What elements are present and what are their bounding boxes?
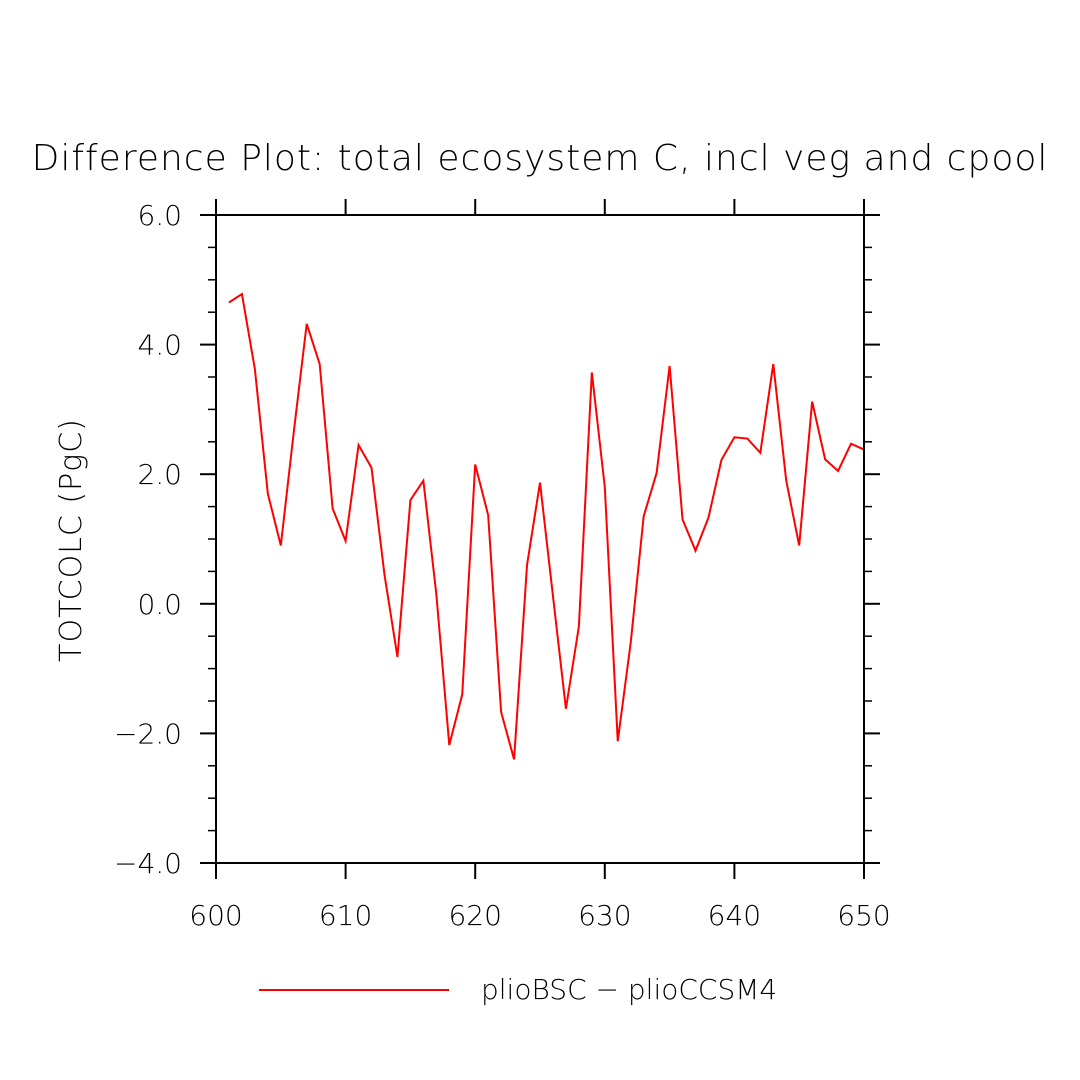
plot-frame [215,214,865,864]
chart-title: Difference Plot: total ecosystem C, incl… [32,138,1049,179]
y-tick-label: −2.0 [114,717,182,750]
x-tick-label: 620 [448,899,501,932]
series-lines [228,292,865,760]
x-tick-label: 610 [319,899,372,932]
y-tick-label: 0.0 [137,588,182,621]
y-tick-label: −4.0 [114,847,182,880]
axis-ticks [200,199,880,879]
y-tick-label: 2.0 [137,458,182,491]
legend-label: plioBSC − plioCCSM4 [481,973,777,1006]
x-tick-label: 650 [837,899,890,932]
x-tick-label: 600 [189,899,242,932]
y-tick-label: 4.0 [137,329,182,362]
x-tick-label: 640 [708,899,761,932]
y-tick-label: 6.0 [137,199,182,232]
series-line [228,292,865,760]
axis-tick-labels: 600 610 620 630 640 650 −4.0 −2.0 0.0 2.0 4.0 6.0 [114,199,891,932]
x-tick-label: 630 [578,899,631,932]
y-axis-label: TOTCOLC (PgC) [54,418,89,662]
legend: plioBSC − plioCCSM4 [259,973,777,1006]
